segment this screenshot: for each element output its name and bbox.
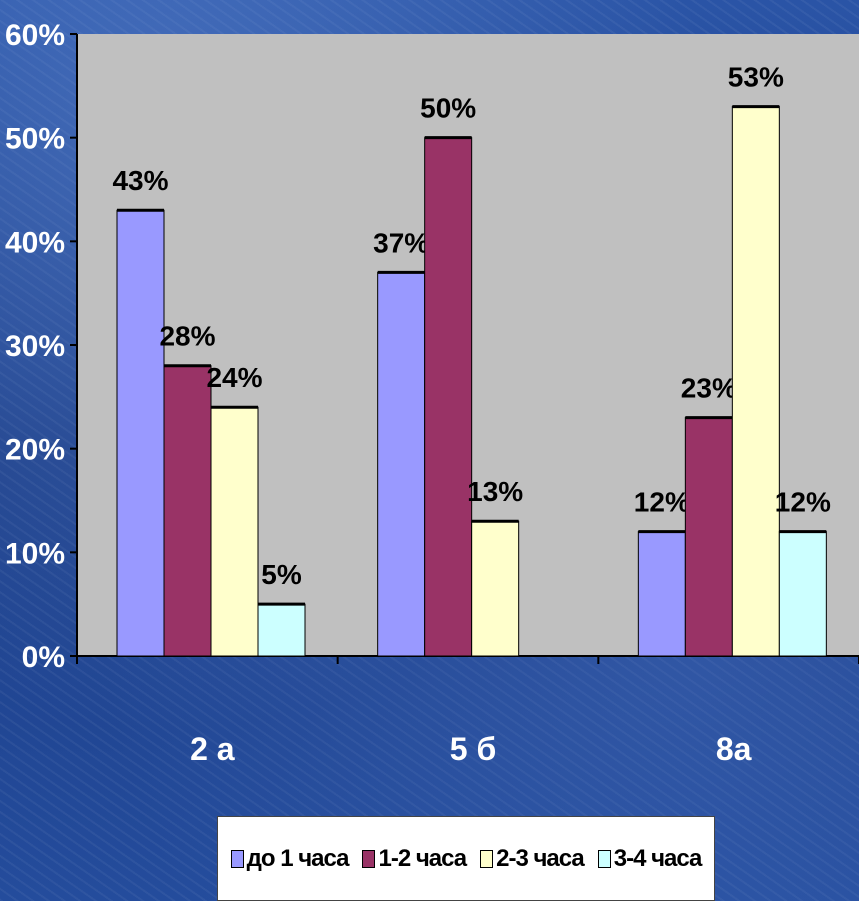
data-label: 43% <box>112 165 168 196</box>
data-label: 13% <box>467 476 523 507</box>
y-tick-label: 20% <box>5 434 65 467</box>
y-tick-label: 40% <box>5 226 65 259</box>
y-tick-label: 60% <box>5 19 65 52</box>
bar-2-2 <box>424 137 473 657</box>
legend-item-series-4: 3-4 часа <box>597 844 703 873</box>
data-label: 28% <box>159 321 215 352</box>
bar-1-2 <box>377 271 426 657</box>
legend-label-series-1: до 1 часа <box>246 844 350 872</box>
data-label: 24% <box>206 362 262 393</box>
data-label: 50% <box>420 93 476 124</box>
legend-item-series-1: до 1 часа <box>230 844 350 873</box>
legend-swatch-series-1 <box>230 849 244 868</box>
legend-label-series-2: 1-2 часа <box>378 844 467 872</box>
legend: до 1 часа 1-2 часа 2-3 часа 3-4 часа <box>217 816 715 901</box>
bar-1-1 <box>116 209 165 657</box>
bar-3-1 <box>210 406 259 657</box>
y-tick-label: 50% <box>5 123 65 156</box>
category-label: 5 б <box>450 731 496 767</box>
bar-3-2 <box>471 520 520 657</box>
bar-2-3 <box>684 417 733 657</box>
data-label: 12% <box>775 487 831 518</box>
y-tick-label: 0% <box>22 641 65 674</box>
category-label: 2 а <box>190 731 235 767</box>
data-label: 37% <box>373 227 429 258</box>
legend-label-series-4: 3-4 часа <box>613 844 703 872</box>
y-tick-label: 30% <box>5 330 65 363</box>
bar-1-3 <box>637 531 686 657</box>
legend-item-series-2: 1-2 часа <box>362 844 467 873</box>
bar-3-3 <box>731 106 780 657</box>
bar-4-1 <box>257 603 306 657</box>
data-label: 5% <box>261 559 302 590</box>
legend-swatch-series-3 <box>480 849 494 868</box>
bar-2-1 <box>163 365 212 657</box>
y-tick-label: 10% <box>5 537 65 570</box>
data-label: 12% <box>634 487 690 518</box>
legend-label-series-3: 2-3 часа <box>496 844 585 872</box>
bar-4-3 <box>778 531 827 657</box>
legend-item-series-3: 2-3 часа <box>480 844 585 873</box>
data-label: 23% <box>681 373 737 404</box>
legend-swatch-series-4 <box>597 849 611 868</box>
category-label: 8а <box>716 731 752 767</box>
legend-swatch-series-2 <box>362 849 376 868</box>
data-label: 53% <box>728 62 784 93</box>
